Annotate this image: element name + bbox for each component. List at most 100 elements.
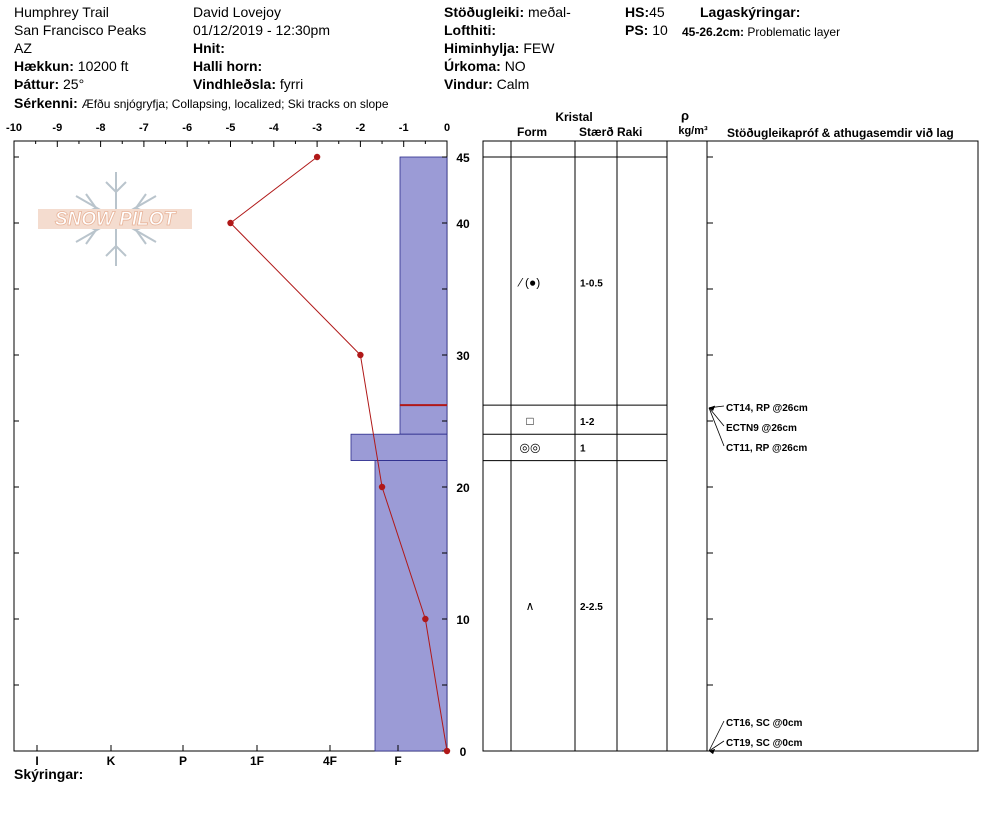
crystal-size: 1-0.5 [580, 278, 603, 289]
slope-label: Halli horn: [193, 58, 263, 74]
elevation-label: Hækkun: [14, 58, 74, 74]
wind-loading-value: fyrri [279, 76, 304, 92]
wind: Vindur: Calm [444, 76, 529, 92]
hardness-bar [399, 404, 448, 435]
observation-datetime: 01/12/2019 - 12:30pm [193, 22, 330, 38]
height-tick-label: 10 [456, 613, 470, 627]
precip: Úrkoma: NO [444, 58, 526, 74]
crystal-form-icon: ⁄ (●) [517, 275, 541, 289]
logo-text: SNOW PILOT [55, 209, 177, 230]
temp-tick-label: -9 [52, 122, 62, 134]
sky: Himinhylja: FEW [444, 40, 554, 56]
test-pointer-line [708, 740, 725, 752]
features-label: Sérkenni: [14, 95, 78, 111]
snowpilot-logo: SNOW PILOT [38, 172, 192, 266]
temp-tick-label: -7 [139, 122, 149, 134]
stability-test-label: ECTN9 @26cm [726, 423, 797, 434]
aspect-value: 25° [63, 76, 85, 92]
hs-value: 45 [649, 4, 665, 20]
stability-test-label: CT16, SC @0cm [726, 718, 803, 729]
features-value: Æfðu snjógryfja; Collapsing, localized; … [81, 97, 389, 111]
features: Sérkenni: Æfðu snjógryfja; Collapsing, l… [14, 95, 389, 112]
hardness-tick-label: K [107, 754, 116, 768]
hardness-bar [374, 460, 448, 752]
precip-value: NO [504, 58, 526, 74]
hs: HS:45 [625, 4, 665, 20]
form-header: Form [517, 125, 547, 139]
crystal-form-icon: ∧ [526, 599, 535, 613]
coords-label: Hnit: [193, 40, 225, 56]
hardness-tick-label: P [179, 754, 187, 768]
wind-label: Vindur: [444, 76, 493, 92]
wind-loading-label: Vindhleðsla: [193, 76, 276, 92]
crystal-size: 2-2.5 [580, 602, 603, 613]
height-tick-label: 40 [456, 217, 470, 231]
layer-note-text: Problematic layer [747, 25, 841, 39]
ps: PS: 10 [625, 22, 668, 38]
temperature-point [227, 219, 234, 227]
layer-table: ⁄ (●) 1-0.5 □ 1-2 ◎◎ 1 ∧ 2-2.5 CT14, RP @26cm EC… [482, 140, 979, 754]
temp-tick-label: -6 [182, 122, 192, 134]
sky-value: FEW [523, 40, 555, 56]
height-tick-label: 20 [456, 481, 470, 495]
ps-value: 10 [652, 22, 668, 38]
aspect: Þáttur: 25° [14, 76, 84, 92]
aspect-label: Þáttur: [14, 76, 60, 92]
temp-tick-label: 0 [444, 122, 450, 134]
temp-tick-label: -5 [226, 122, 236, 134]
moisture-header: Raki [617, 125, 642, 139]
size-header: Stærð [579, 125, 614, 139]
temperature-point [313, 153, 321, 161]
height-tick-label: 45 [456, 151, 470, 165]
layer-note: 45-26.2cm: Problematic layer [682, 24, 840, 40]
temperature-point [357, 351, 364, 359]
elevation-value: 10200 ft [77, 58, 129, 74]
hardness-tick-label: 4F [323, 754, 337, 768]
test-pointer-line [708, 407, 725, 427]
temp-tick-label: -3 [312, 122, 322, 134]
crystal-header: Kristal [555, 110, 592, 124]
test-pointer-line [708, 720, 725, 752]
layer-note-range: 45-26.2cm: [682, 25, 745, 39]
density-unit-header: kg/m³ [678, 125, 708, 137]
wind-loading: Vindhleðsla: fyrri [193, 76, 303, 92]
crystal-form-icon: ◎◎ [520, 440, 541, 454]
logo-banner [38, 209, 192, 229]
tests-header: Stöðugleikapróf & athugasemdir við lag [727, 126, 954, 140]
temperature-point [422, 615, 429, 623]
ps-label: PS: [625, 22, 649, 38]
sky-label: Himinhylja: [444, 40, 520, 56]
rho-header: ρ [681, 108, 689, 123]
temperature-line [229, 156, 448, 752]
wind-value: Calm [496, 76, 530, 92]
test-pointer-line [708, 407, 725, 447]
crystal-size: 1-2 [580, 417, 595, 428]
crystal-form-icon: □ [526, 414, 533, 428]
temp-tick-label: -1 [399, 122, 409, 134]
observer-name: David Lovejoy [193, 4, 281, 20]
hardness-tick-label: F [394, 754, 401, 768]
hs-label: HS: [625, 4, 650, 20]
test-pointer-arrow [709, 405, 715, 411]
location-name: Humphrey Trail [14, 4, 109, 20]
range-name: San Francisco Peaks [14, 22, 147, 38]
test-pointer-arrow [709, 749, 715, 754]
crystal-size: 1 [580, 443, 586, 454]
height-tick-label: 30 [456, 349, 470, 363]
temp-tick-label: -10 [6, 122, 22, 134]
stability-test-label: CT19, SC @0cm [726, 738, 803, 749]
air-temp-label: Lofthiti: [444, 22, 497, 38]
temp-tick-label: -4 [269, 122, 280, 134]
hardness-tick-label: I [35, 754, 38, 768]
stability: Stöðugleiki: meðal- [444, 4, 571, 20]
hardness-bar [350, 433, 448, 462]
stability-value: meðal- [528, 4, 571, 20]
hardness-tick-label: 1F [250, 754, 264, 768]
hardness-bar [399, 156, 448, 406]
stability-test-label: CT11, RP @26cm [726, 443, 807, 454]
elevation: Hækkun: 10200 ft [14, 58, 128, 74]
precip-label: Úrkoma: [444, 58, 501, 74]
notes-label: Skýringar: [14, 766, 84, 782]
layer-notes-label: Lagaskýringar: [700, 4, 801, 20]
